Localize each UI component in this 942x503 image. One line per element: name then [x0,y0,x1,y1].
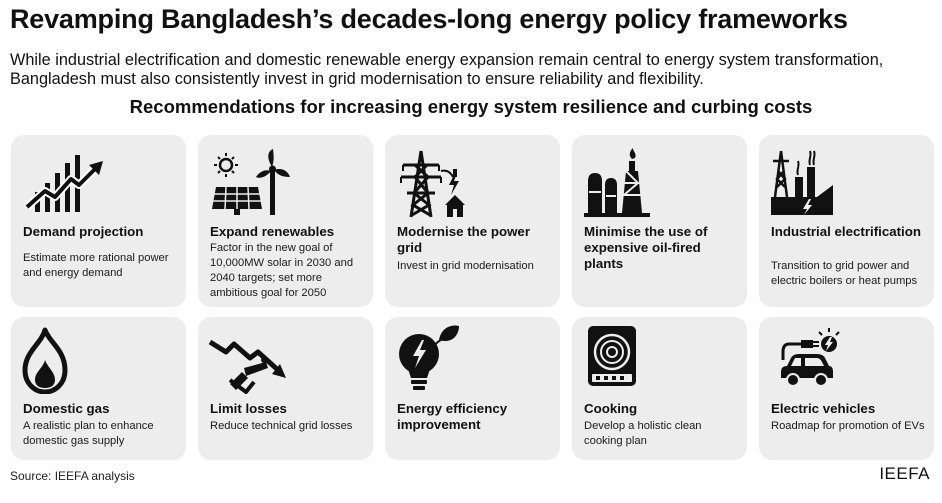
oil-plant-icon [580,147,670,219]
card-title: Minimise the use of expensive oil-fired … [584,224,708,271]
section-heading: Recommendations for increasing energy sy… [129,96,813,117]
card-description: Invest in grid modernisation [397,260,534,272]
factory-icon [767,147,857,219]
card-title: Limit losses [210,401,287,416]
card-expand-renewables: Expand renewables Factor in the new goal… [198,135,373,307]
card-domestic-gas: Domestic gas A realistic plan to enhance… [11,317,186,460]
card-description: Estimate more rational power and energy … [23,252,169,279]
card-title: Demand projection [23,224,144,239]
recommendations-grid: Demand projection Estimate more rational… [11,135,934,460]
card-limit-losses: Limit losses Reduce technical grid losse… [198,317,373,460]
cut-wire-icon [206,322,296,394]
card-modernise-grid: Modernise the power grid Invest in grid … [385,135,560,307]
card-description: Develop a holistic clean cooking plan [584,420,702,447]
gas-flame-icon [19,322,109,394]
card-title: Electric vehicles [771,401,876,416]
card-minimise-oil-plants: Minimise the use of expensive oil-fired … [572,135,747,307]
solar-wind-icon [206,147,296,219]
card-title: Expand renewables [210,224,335,239]
card-title: Cooking [584,401,638,416]
card-description: Transition to grid power and electric bo… [771,260,918,287]
card-demand-projection: Demand projection Estimate more rational… [11,135,186,307]
source-note: Source: IEEFA analysis [10,469,135,483]
card-description: A realistic plan to enhance domestic gas… [23,420,154,447]
card-description: Roadmap for promotion of EVs [771,420,925,432]
electric-car-icon [767,322,857,394]
card-title: Industrial electrification [771,224,921,239]
card-title: Modernise the power grid [397,224,530,255]
card-title: Domestic gas [23,401,110,416]
card-description: Reduce technical grid losses [210,420,353,432]
card-industrial-electrification: Industrial electrification Transition to… [759,135,934,307]
eco-bulb-icon [393,322,483,394]
induction-cooktop-icon [580,322,670,394]
card-cooking: Cooking Develop a holistic clean cooking… [572,317,747,460]
page-title: Revamping Bangladesh’s decades-long ener… [10,4,848,34]
card-description: Factor in the new goal of 10,000MW solar… [210,242,354,299]
card-energy-efficiency: Energy efficiency improvement [385,317,560,460]
growth-chart-icon [19,147,109,219]
page-subtitle: While industrial electrification and dom… [10,51,884,88]
card-electric-vehicles: Electric vehicles Roadmap for promotion … [759,317,934,460]
transmission-tower-icon [393,147,483,219]
card-title: Energy efficiency improvement [397,401,508,432]
brand-logo: IEEFA [879,464,930,483]
